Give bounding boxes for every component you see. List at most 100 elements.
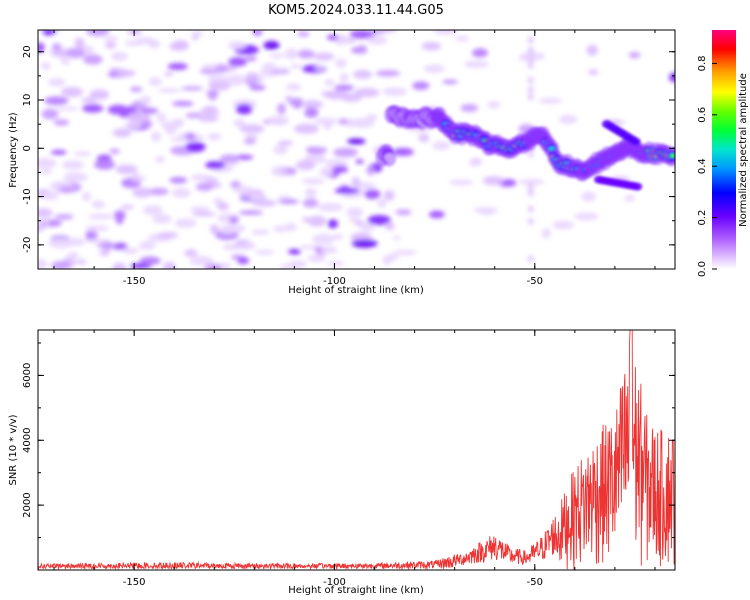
noise-blob xyxy=(305,146,318,152)
noise-blob xyxy=(87,238,109,244)
noise-blob xyxy=(527,46,534,54)
noise-blob xyxy=(367,215,391,226)
noise-blob xyxy=(346,207,364,218)
noise-blob xyxy=(301,178,325,185)
noise-blob xyxy=(142,205,163,216)
noise-blob xyxy=(205,161,226,170)
noise-blob xyxy=(172,187,191,198)
noise-blob xyxy=(239,124,265,134)
noise-blob xyxy=(59,186,75,194)
noise-blob xyxy=(288,99,301,106)
noise-blob xyxy=(61,160,85,170)
spectrogram-x-tick-label: -100 xyxy=(323,276,346,287)
colorbar-tick-label: 0.6 xyxy=(697,107,708,123)
noise-blob xyxy=(245,72,259,81)
noise-blob xyxy=(42,30,56,36)
noise-blob xyxy=(228,57,248,67)
noise-blob xyxy=(94,159,115,170)
noise-blob xyxy=(48,78,66,87)
noise-blob xyxy=(527,76,534,84)
ridge-upper-branch xyxy=(630,137,641,146)
noise-blob xyxy=(339,73,349,83)
noise-blob xyxy=(149,187,169,196)
noise-blob xyxy=(354,87,380,98)
noise-blob xyxy=(433,30,457,35)
noise-blob xyxy=(334,187,360,194)
noise-blob xyxy=(174,218,197,228)
noise-blob xyxy=(312,233,336,245)
noise-blob xyxy=(314,65,326,71)
noise-blob xyxy=(357,44,368,54)
noise-blob xyxy=(442,79,458,84)
noise-blob xyxy=(115,164,138,175)
noise-blob xyxy=(191,31,204,36)
noise-blob xyxy=(55,106,80,111)
noise-blob xyxy=(222,223,246,233)
noise-blob xyxy=(142,119,153,128)
noise-blob xyxy=(628,51,641,59)
noise-blob xyxy=(263,40,280,50)
snr-frame xyxy=(37,329,676,571)
noise-blob xyxy=(350,117,375,128)
noise-blob xyxy=(53,119,70,126)
noise-blob xyxy=(48,237,73,249)
noise-blob xyxy=(81,97,96,104)
noise-blob xyxy=(249,84,266,91)
noise-blob xyxy=(60,57,71,65)
noise-blob xyxy=(302,198,319,208)
noise-blob xyxy=(195,182,213,192)
noise-blob xyxy=(158,88,181,93)
spectrogram-y-tick-label: 0 xyxy=(22,145,33,151)
noise-blob xyxy=(375,70,401,77)
spectrogram-ridge xyxy=(375,104,675,191)
noise-blob xyxy=(351,176,361,187)
noise-blob xyxy=(140,107,159,114)
noise-blob xyxy=(84,225,110,232)
noise-blob xyxy=(428,210,445,219)
noise-blob xyxy=(130,86,143,93)
noise-blob xyxy=(129,263,152,269)
noise-blob xyxy=(54,214,74,220)
noise-blob xyxy=(197,114,219,122)
noise-blob xyxy=(245,56,257,62)
noise-blob xyxy=(460,103,479,113)
noise-blob xyxy=(464,60,490,68)
spectrogram-y-tick-label: 20 xyxy=(22,45,33,58)
noise-blob xyxy=(366,165,375,176)
noise-blob xyxy=(40,191,59,201)
noise-blob xyxy=(252,30,263,36)
noise-blob xyxy=(304,107,319,118)
ridge-lower-band xyxy=(632,182,643,191)
noise-blob xyxy=(297,31,310,37)
noise-blob xyxy=(191,211,216,217)
noise-blob xyxy=(421,41,442,51)
noise-blob xyxy=(335,58,347,68)
spectrogram-ylabel: Frequency (Hz) xyxy=(8,112,19,188)
noise-blob xyxy=(109,148,120,154)
noise-blob xyxy=(273,225,288,233)
noise-blob xyxy=(527,55,534,63)
noise-blob xyxy=(277,140,294,146)
noise-blob xyxy=(107,104,129,115)
noise-blob xyxy=(169,137,188,142)
noise-blob xyxy=(217,202,229,211)
noise-blob xyxy=(163,71,174,77)
noise-blob xyxy=(552,220,575,230)
noise-blob xyxy=(518,179,545,185)
noise-blob xyxy=(395,209,412,216)
snr-series-line xyxy=(38,330,675,570)
noise-blob xyxy=(152,214,172,224)
snr-xlabel: Height of straight line (km) xyxy=(288,585,424,596)
colorbar-tick-label: 0.2 xyxy=(697,210,708,226)
noise-blob xyxy=(82,104,104,113)
noise-blob xyxy=(204,263,222,269)
noise-blob xyxy=(53,49,69,58)
noise-blob xyxy=(210,224,219,235)
noise-blob xyxy=(38,42,45,54)
noise-blob xyxy=(286,83,302,91)
noise-blob xyxy=(171,100,194,107)
noise-blob xyxy=(288,248,302,255)
noise-blob xyxy=(333,147,358,158)
noise-blob xyxy=(293,123,319,134)
noise-blob xyxy=(353,69,373,80)
